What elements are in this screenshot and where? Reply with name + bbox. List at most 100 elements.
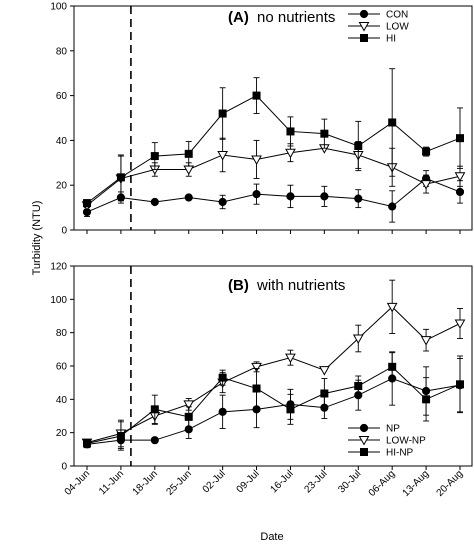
x-tick-label: 30-Jul (336, 468, 363, 495)
panel-a-title-text: no nutrients (257, 9, 335, 26)
legend-item: LOW (348, 22, 409, 33)
panel-a-series (81, 68, 466, 223)
data-point (116, 173, 125, 182)
legend-label: NP (386, 424, 400, 435)
data-point (354, 194, 363, 203)
y-axis-title: Turbidity (NTU) (31, 201, 43, 276)
data-point (354, 382, 363, 390)
series-line (86, 177, 461, 213)
y-tick-label: 120 (50, 262, 67, 273)
legend-marker (358, 436, 370, 446)
data-point (455, 187, 465, 197)
series-low-np (81, 279, 466, 449)
panel-a-label: (A) (228, 9, 249, 26)
data-point (252, 190, 261, 199)
series-line (86, 366, 461, 444)
data-point (150, 152, 159, 161)
data-point (388, 362, 397, 371)
series-line (86, 94, 461, 204)
panel-b-y-ticks: 0 20 40 60 80 100 120 (50, 262, 74, 473)
legend-marker (359, 9, 369, 19)
legend-item: HI (348, 34, 396, 45)
x-tick-label: 20-Aug (435, 468, 466, 499)
data-point (386, 302, 398, 313)
data-point (456, 380, 464, 389)
data-point (319, 366, 330, 376)
panel-b-series (81, 279, 466, 451)
data-point (83, 199, 91, 208)
data-point (286, 127, 295, 136)
x-axis-title: Date (260, 531, 283, 543)
legend-item: NP (348, 424, 400, 435)
data-point (454, 172, 466, 182)
legend-marker (360, 34, 368, 42)
data-point (422, 395, 431, 404)
y-tick-label: 80 (56, 328, 68, 339)
y-tick-label: 100 (50, 295, 67, 306)
legend-item: CON (348, 10, 408, 21)
x-tick-label: 11-Jun (97, 468, 126, 497)
data-point (218, 373, 227, 382)
series-con (82, 170, 465, 223)
data-point (150, 197, 159, 207)
data-point (251, 155, 262, 165)
x-tick-label: 02-Jul (201, 468, 228, 495)
legend-label: HI-NP (386, 448, 414, 459)
data-point (454, 319, 466, 330)
y-tick-label: 20 (56, 181, 68, 192)
legend-item: HI-NP (348, 448, 414, 459)
data-point (183, 400, 195, 410)
panel-a-title: (A) no nutrients (228, 9, 335, 26)
y-tick-label: 80 (56, 46, 68, 57)
data-point (320, 192, 329, 201)
data-point (150, 405, 159, 414)
y-tick-label: 20 (56, 428, 68, 439)
series-line (86, 147, 461, 206)
data-point (320, 389, 329, 398)
data-point (184, 149, 193, 158)
legend-label: CON (386, 10, 408, 21)
series-hi-np (83, 352, 464, 451)
data-point (218, 197, 227, 207)
data-point (285, 353, 296, 364)
data-point (352, 334, 364, 345)
y-tick-label: 40 (56, 395, 68, 406)
panel-a-frame (73, 5, 473, 231)
data-point (286, 192, 295, 201)
y-tick-label: 100 (50, 2, 67, 13)
data-point (388, 202, 397, 211)
x-tick-label: 18-Jun (131, 468, 160, 497)
x-tick-label: 09-Jul (235, 468, 262, 495)
data-point (286, 405, 295, 414)
data-point (285, 148, 296, 159)
legend-marker (360, 448, 368, 456)
legend-label: LOW-NP (386, 436, 426, 447)
series-hi (83, 68, 464, 208)
legend-marker (359, 423, 369, 433)
series-np (82, 351, 465, 449)
y-tick-label: 0 (61, 226, 67, 237)
panel-b-x-ticks: 04-Jun 11-Jun 18-Jun 25-Jun 02-Jul 09-Jul 16-J… (63, 466, 465, 499)
x-tick-label: 06-Aug (367, 468, 398, 499)
x-tick-label: 04-Jun (63, 468, 92, 497)
series-low (81, 137, 466, 211)
series-line (86, 377, 461, 445)
panel-b-label: (B) (228, 277, 249, 294)
panel-b-title-text: with nutrients (256, 277, 345, 294)
legend-label: HI (386, 34, 396, 45)
legend-label: LOW (386, 22, 409, 33)
data-point (252, 384, 261, 393)
x-tick-label: 23-Jul (302, 468, 329, 495)
data-point (218, 109, 227, 118)
x-tick-label: 13-Aug (401, 468, 432, 499)
panel-b-title: (B) with nutrients (228, 277, 345, 294)
data-point (354, 142, 363, 150)
data-point (252, 91, 261, 100)
y-tick-label: 0 (61, 462, 67, 473)
panel-a-x-ticks (86, 230, 461, 234)
data-point (320, 129, 329, 138)
data-point (388, 118, 397, 127)
